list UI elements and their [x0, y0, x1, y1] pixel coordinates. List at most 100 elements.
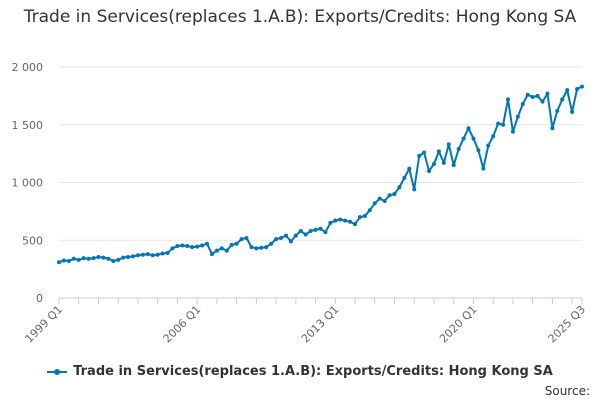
data-point	[91, 256, 96, 261]
series	[57, 84, 584, 265]
data-point	[76, 257, 81, 262]
data-point	[165, 250, 170, 255]
data-point	[555, 108, 560, 113]
data-point	[86, 256, 91, 261]
data-point	[427, 168, 432, 173]
data-point	[372, 201, 377, 206]
data-point	[323, 230, 328, 235]
data-point	[565, 88, 570, 93]
data-point	[101, 255, 106, 260]
series-line	[58, 85, 583, 264]
data-point	[96, 254, 101, 259]
x-axis	[58, 297, 583, 304]
data-point	[422, 150, 427, 155]
data-point	[486, 143, 491, 148]
data-point	[239, 237, 244, 242]
data-point	[545, 91, 550, 96]
x-tick-label: 2006 Q1	[161, 303, 204, 346]
data-point	[362, 213, 367, 218]
data-point	[392, 192, 397, 197]
data-point	[570, 110, 575, 115]
data-point	[407, 166, 412, 171]
data-point	[431, 162, 436, 167]
data-point	[140, 252, 145, 257]
data-point	[377, 196, 382, 201]
data-point	[61, 258, 66, 263]
data-point	[254, 246, 259, 251]
data-point	[219, 246, 224, 251]
data-point	[71, 256, 76, 261]
data-point	[382, 198, 387, 203]
data-point	[126, 254, 131, 259]
data-point	[180, 243, 185, 248]
y-axis: 0 500 1 000 1 500 2 000	[12, 61, 44, 305]
data-point	[510, 129, 515, 134]
data-point	[318, 226, 323, 231]
data-point	[471, 136, 476, 141]
data-point	[535, 93, 540, 98]
data-point	[200, 243, 205, 248]
y-tick-label: 1 000	[12, 177, 44, 190]
data-point	[155, 252, 160, 257]
data-point	[121, 255, 126, 260]
data-point	[269, 241, 274, 246]
data-point	[308, 229, 313, 234]
data-point	[303, 232, 308, 237]
data-point	[234, 241, 239, 246]
x-tick-label: 2020 Q1	[437, 303, 480, 346]
data-point	[145, 252, 150, 257]
data-point	[170, 246, 175, 251]
data-point	[357, 215, 362, 220]
y-tick-label: 0	[36, 292, 43, 305]
data-point	[131, 254, 136, 259]
data-point	[229, 242, 234, 247]
data-point	[274, 237, 279, 242]
data-point	[106, 256, 111, 261]
data-point	[57, 260, 61, 265]
data-point	[412, 187, 417, 192]
data-point	[397, 185, 402, 190]
legend-label: Trade in Services(replaces 1.A.B): Expor…	[73, 364, 553, 379]
data-point	[293, 233, 298, 238]
data-point	[249, 245, 254, 250]
data-point	[530, 95, 535, 100]
data-point	[333, 218, 338, 223]
data-point	[441, 160, 446, 165]
x-tick-label: 2025 Q3	[546, 303, 589, 346]
data-point	[446, 142, 451, 147]
data-point	[160, 251, 165, 256]
legend[interactable]: Trade in Services(replaces 1.A.B): Expor…	[0, 364, 600, 379]
data-point	[436, 149, 441, 154]
data-point	[298, 229, 303, 234]
data-point	[313, 227, 318, 232]
data-point	[505, 97, 510, 102]
data-point	[135, 253, 140, 258]
data-point	[525, 92, 530, 97]
data-point	[111, 259, 116, 264]
data-point	[338, 217, 343, 222]
data-point	[550, 126, 555, 131]
data-point	[481, 166, 486, 171]
data-point	[214, 248, 219, 253]
x-tick-label: 1999 Q1	[23, 303, 66, 346]
data-point	[175, 244, 180, 249]
data-point	[501, 122, 506, 127]
data-point	[185, 244, 190, 249]
y-tick-label: 1 500	[12, 119, 44, 132]
data-point	[367, 208, 372, 213]
legend-marker-icon	[47, 367, 68, 377]
data-point	[150, 253, 155, 258]
data-point	[283, 233, 288, 238]
data-point	[491, 134, 496, 139]
data-point	[515, 114, 520, 119]
data-point	[520, 101, 525, 106]
data-point	[417, 153, 422, 158]
data-point	[461, 136, 466, 141]
data-point	[66, 259, 71, 264]
data-point	[279, 235, 284, 240]
y-tick-label: 500	[22, 234, 43, 247]
data-point	[343, 218, 348, 223]
data-point	[348, 219, 353, 224]
data-point	[353, 222, 358, 227]
